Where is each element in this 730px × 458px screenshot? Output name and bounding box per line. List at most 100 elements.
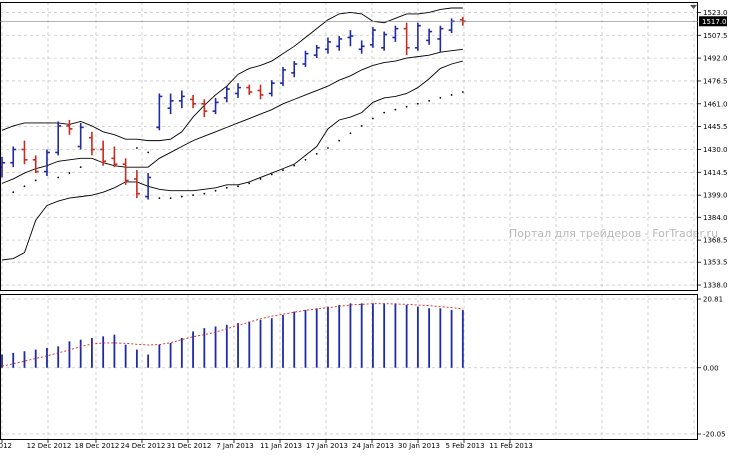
ohlc-bar <box>291 61 298 78</box>
ohlc-bar <box>381 31 388 51</box>
ohlc-bar <box>100 140 107 166</box>
ohlc-bar <box>403 22 410 56</box>
x-tick-label: 11 Jan 2013 <box>260 442 302 450</box>
ohlc-bar <box>313 44 320 59</box>
sar-dot <box>34 179 37 182</box>
ohlc-bar <box>133 170 140 199</box>
sar-dot <box>237 185 239 188</box>
x-tick-label: 30 Jan 2013 <box>398 442 440 450</box>
ohlc-bar <box>156 93 163 131</box>
bollinger-bands <box>1 7 463 261</box>
ohlc-bar <box>212 97 219 115</box>
y-tick-label: 1492.0 <box>703 55 728 63</box>
y-tick-label: 0.00 <box>703 364 719 372</box>
ohlc-bar <box>190 94 197 109</box>
ohlc-bar <box>178 90 185 109</box>
sar-dot <box>394 108 397 111</box>
y-tick-label: 1338.0 <box>703 282 728 290</box>
sar-dot <box>214 189 217 192</box>
sar-dot <box>79 166 82 169</box>
ohlc-bar <box>88 131 95 156</box>
sar-dot <box>360 124 363 127</box>
upper-band-line <box>1 7 463 142</box>
y-tick-label: 1384.0 <box>703 214 728 222</box>
sar-dot <box>203 192 206 195</box>
sar-dot <box>147 151 150 154</box>
price-badge-label: 1517.0 <box>702 18 727 26</box>
x-tick-label: 11 Feb 2013 <box>489 442 533 450</box>
ohlc-bar <box>10 146 17 168</box>
sar-dot <box>416 102 419 105</box>
sar-dot <box>23 185 26 188</box>
ohlc-bar <box>448 18 455 34</box>
ohlc-bar <box>21 140 28 165</box>
ohlc-bar <box>122 158 129 185</box>
ohlc-bar <box>223 86 230 103</box>
ohlc-bar <box>347 30 354 47</box>
sar-dot <box>349 132 352 135</box>
sar-dot <box>248 182 251 185</box>
watermark: Портал для трейдеров - ForTrader.ru <box>509 227 718 240</box>
x-tick-label: 7 Jan 2013 <box>216 442 254 450</box>
y-tick-label: 1399.0 <box>703 192 728 200</box>
x-tick-label: 18 Dec 2012 <box>75 442 120 450</box>
ohlc-bar <box>302 50 309 67</box>
price-axis: 1523.0 1507.5 1492.0 1476.5 1461.0 1445.5 1430… <box>698 9 728 290</box>
y-tick-label: 1430.0 <box>703 146 728 154</box>
sar-dot <box>315 152 318 155</box>
sar-dot <box>192 194 194 197</box>
sar-dot <box>282 169 284 172</box>
sar-dot <box>338 139 341 142</box>
oscillator-signal <box>1 303 463 367</box>
ohlc-bar <box>235 83 242 98</box>
sar-dot <box>180 195 183 198</box>
sar-dot <box>327 147 329 149</box>
ohlc-bar <box>246 84 253 95</box>
sar-dot <box>68 172 71 174</box>
sar-dot <box>270 173 273 176</box>
oscillator-axis: 20.81 0.00 -20.05 <box>698 296 726 439</box>
y-tick-label: 1445.5 <box>703 123 728 131</box>
y-tick-label: 1507.5 <box>703 32 728 40</box>
y-tick-label: 1523.0 <box>703 9 728 17</box>
current-price-badge: 1517.0 <box>690 5 727 27</box>
x-tick-label: 24 Jan 2013 <box>352 442 394 450</box>
sar-dot <box>439 96 442 99</box>
y-tick-label: 1414.5 <box>703 169 728 177</box>
x-tick-label: 5 Feb 2013 <box>445 442 484 450</box>
grid <box>0 2 698 439</box>
main-pane-border <box>0 2 698 291</box>
x-tick-label: 12 Dec 2012 <box>27 442 72 450</box>
sar-dot <box>428 99 431 102</box>
y-tick-label: 20.81 <box>703 296 723 304</box>
y-tick-label: 1461.0 <box>703 100 728 108</box>
ohlc-bar <box>43 149 50 176</box>
sub-pane-border <box>0 294 698 440</box>
price-bars <box>0 16 466 200</box>
price-badge-bg <box>699 16 727 27</box>
oscillator-histogram <box>1 303 464 368</box>
ohlc-bar <box>77 122 84 150</box>
shift-arrow-icon <box>690 5 697 9</box>
ohlc-bar <box>426 28 433 45</box>
sar-dot <box>405 105 408 108</box>
sar-dot <box>304 158 307 161</box>
ohlc-bar <box>392 25 399 42</box>
x-tick-label: 31 Dec 2012 <box>167 442 212 450</box>
chart-frame <box>0 2 698 440</box>
sar-dot <box>169 197 172 200</box>
middle-band-line <box>1 48 463 184</box>
x-tick-label: 24 Dec 2012 <box>121 442 166 450</box>
sar-dot <box>372 117 374 120</box>
y-tick-label: 1353.5 <box>703 259 728 267</box>
x-tick-label: 4 Dec 2012 <box>0 442 12 450</box>
sar-dot <box>135 147 138 149</box>
parabolic-sar <box>12 91 464 200</box>
ohlc-bar <box>111 146 118 168</box>
ohlc-bar <box>369 27 376 48</box>
sar-dot <box>225 186 228 189</box>
y-tick-label: 1368.5 <box>703 237 728 245</box>
ohlc-bar <box>66 120 73 135</box>
